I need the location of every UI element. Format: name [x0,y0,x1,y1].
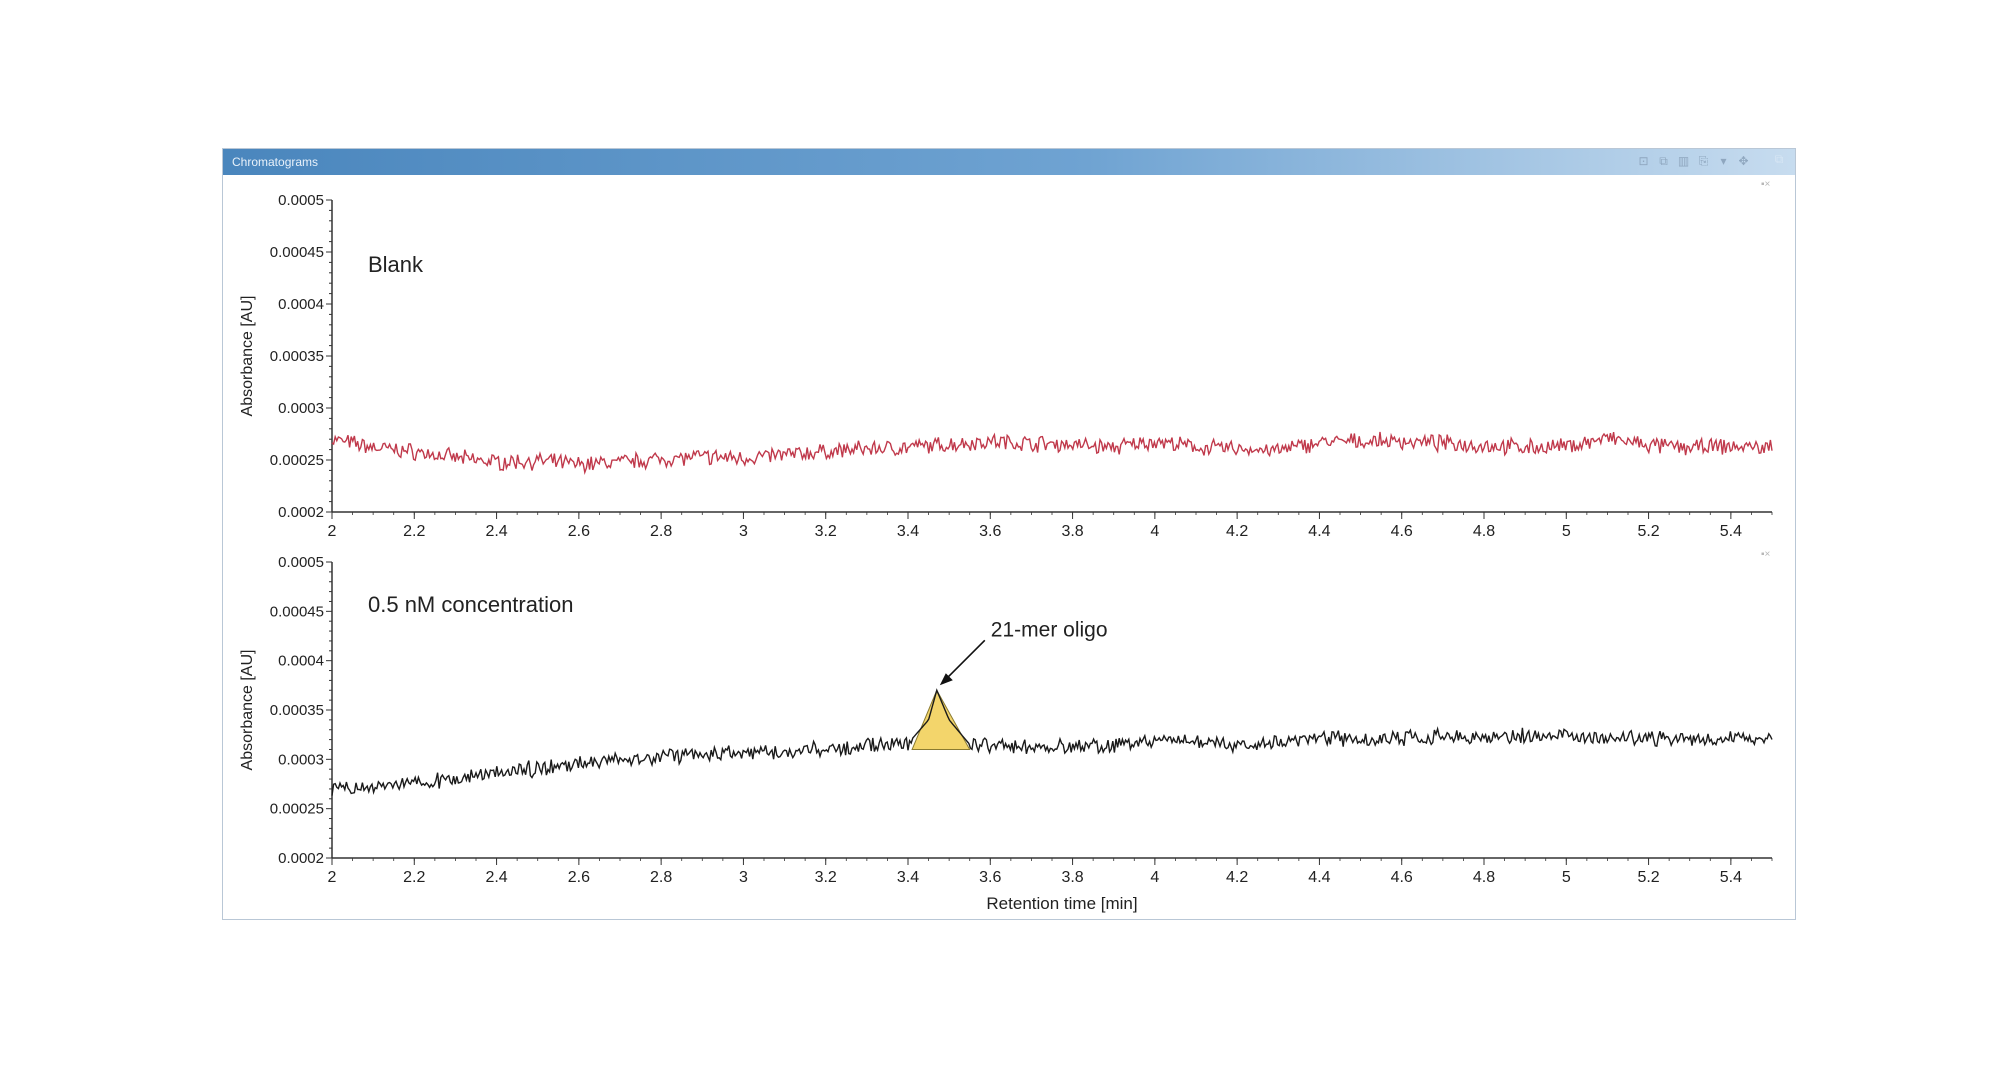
copy-icon[interactable]: ⧉ [1659,154,1668,168]
y-tick-label: 0.00035 [270,702,324,719]
x-tick-label: 2.2 [403,869,425,886]
y-tick-label: 0.0004 [278,653,324,670]
x-tick-label: 3.2 [815,523,837,540]
x-tick-label: 3 [739,523,748,540]
peak-arrow-head [939,673,953,686]
x-tick-label: 2.4 [485,523,507,540]
pin-icon[interactable]: ✥ [1738,154,1749,168]
x-tick-label: 4.2 [1226,523,1248,540]
y-tick-label: 0.0005 [278,192,324,209]
x-tick-label: 3.8 [1061,523,1083,540]
x-tick-label: 3 [739,869,748,886]
peak-label: 21-mer oligo [991,618,1108,641]
x-tick-label: 3.4 [897,869,919,886]
x-tick-label: 4 [1150,523,1159,540]
x-tick-label: 3.4 [897,523,919,540]
x-tick-label: 2 [328,523,337,540]
x-tick-label: 2.8 [650,869,672,886]
x-tick-label: 2.8 [650,523,672,540]
y-tick-label: 0.0004 [278,296,324,313]
window-toolbar: ⊡ ⧉ ▥ ⎘ ▾ ✥ [1636,154,1751,168]
export-icon[interactable]: ⎘ [1698,154,1709,168]
x-tick-label: 2.2 [403,523,425,540]
series-line [331,688,1773,796]
x-tick-label: 2.4 [485,869,507,886]
x-tick-label: 5.4 [1720,869,1742,886]
x-tick-label: 4.6 [1391,523,1413,540]
panel-annotation: 0.5 nM concentration [368,592,573,617]
x-axis-label: Retention time [min] [986,894,1137,913]
peak-fill [911,689,971,750]
y-tick-label: 0.00025 [270,801,324,818]
y-tick-label: 0.0005 [278,554,324,571]
peak-arrow-line [944,639,986,681]
y-tick-label: 0.0003 [278,400,324,417]
x-tick-label: 3.2 [815,869,837,886]
x-tick-label: 4.4 [1308,523,1330,540]
y-tick-label: 0.00025 [270,452,324,469]
panel-pin-icon[interactable]: ▪× [1761,179,1771,190]
x-tick-label: 2 [328,869,337,886]
restore-icon[interactable]: ⧉ [1774,152,1784,166]
x-tick-label: 3.6 [979,523,1001,540]
dropdown-icon[interactable]: ▾ [1720,154,1727,168]
x-tick-label: 4.8 [1473,869,1495,886]
panel-pin-icon[interactable]: ▪× [1761,549,1771,560]
x-tick-label: 5.2 [1637,869,1659,886]
chart-icon[interactable]: ▥ [1677,154,1690,168]
y-tick-label: 0.00045 [270,244,324,261]
series-line [331,431,1773,476]
y-axis-label: Absorbance [AU] [239,296,256,417]
y-tick-label: 0.00035 [270,348,324,365]
window-titlebar: Chromatograms ⊡ ⧉ ▥ ⎘ ▾ ✥ ⧉ [223,149,1795,175]
y-axis-label: Absorbance [AU] [239,650,256,771]
x-tick-label: 4 [1150,869,1159,886]
y-tick-label: 0.0003 [278,751,324,768]
x-tick-label: 4.2 [1226,869,1248,886]
x-tick-label: 5 [1562,869,1571,886]
x-tick-label: 5 [1562,523,1571,540]
x-tick-label: 4.4 [1308,869,1330,886]
y-tick-label: 0.00045 [270,603,324,620]
x-tick-label: 3.6 [979,869,1001,886]
panel-annotation: Blank [368,252,424,277]
x-tick-label: 3.8 [1061,869,1083,886]
zoom-icon[interactable]: ⊡ [1638,154,1649,168]
x-tick-label: 4.6 [1391,869,1413,886]
x-tick-label: 2.6 [568,869,590,886]
x-tick-label: 4.8 [1473,523,1495,540]
chromatogram-window: Chromatograms ⊡ ⧉ ▥ ⎘ ▾ ✥ ⧉ ▪× ▪× [222,148,1796,920]
y-tick-label: 0.0002 [278,850,324,867]
x-tick-label: 2.6 [568,523,590,540]
y-tick-label: 0.0002 [278,504,324,521]
x-tick-label: 5.2 [1637,523,1659,540]
window-title: Chromatograms [232,155,319,169]
x-tick-label: 5.4 [1720,523,1742,540]
